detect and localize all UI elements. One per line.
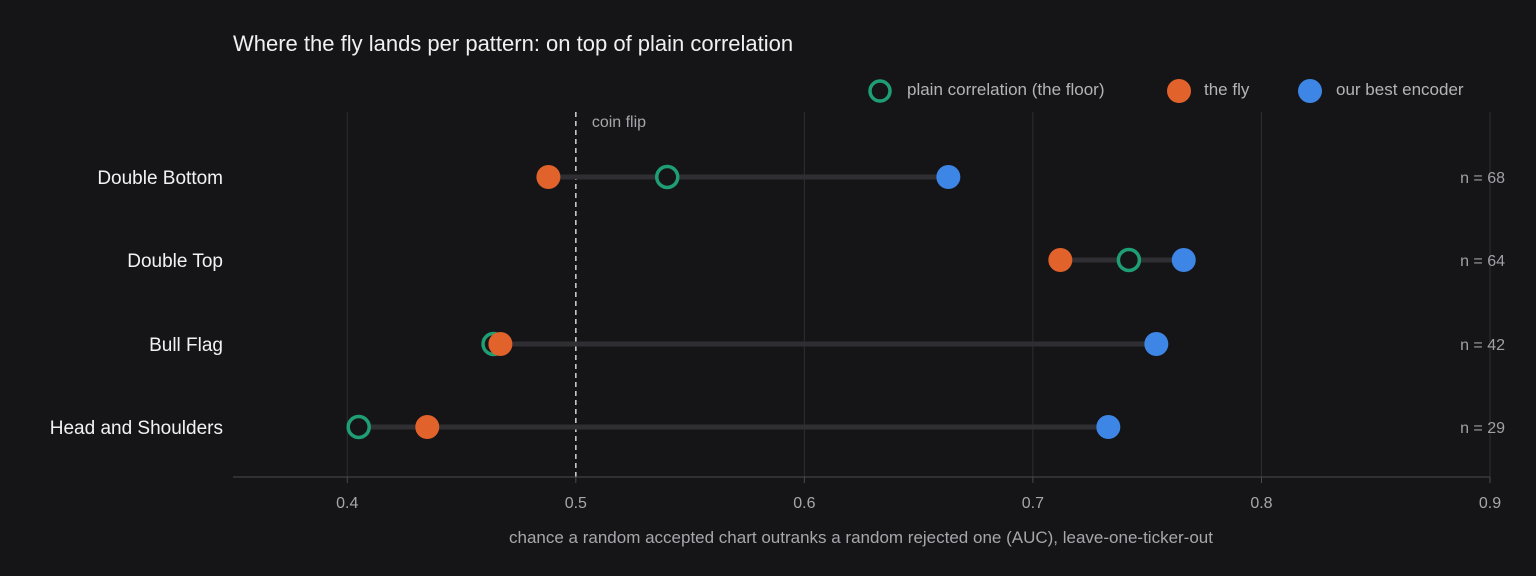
- legend-item: plain correlation (the floor): [868, 79, 1104, 103]
- dot-plain-correlation: [1116, 247, 1142, 273]
- dot-best-encoder: [1144, 332, 1169, 356]
- dot-the-fly: [536, 165, 561, 189]
- dot-best-encoder: [936, 165, 961, 189]
- legend-label: the fly: [1204, 80, 1250, 99]
- legend-swatch: [1167, 79, 1191, 103]
- x-tick-label: 0.7: [1022, 495, 1044, 512]
- reference-line-label: coin flip: [592, 114, 646, 131]
- dot-layer: [346, 164, 1196, 440]
- category-label: Double Bottom: [97, 168, 223, 189]
- grid-layer: [346, 112, 1491, 477]
- category-label-layer: Double Bottom n = 68 Double Top n = 64 Bull …: [50, 168, 1505, 439]
- x-tick-label: 0.4: [336, 495, 358, 512]
- x-tick-label: 0.8: [1250, 495, 1272, 512]
- legend: plain correlation (the floor) the fly our …: [868, 79, 1464, 103]
- dot-best-encoder: [1171, 248, 1196, 272]
- legend-swatch: [868, 79, 892, 103]
- legend-label: plain correlation (the floor): [907, 80, 1104, 99]
- x-tick-label: 0.5: [565, 495, 587, 512]
- dot-the-fly: [1048, 248, 1073, 272]
- sample-size-label: n = 64: [1460, 253, 1505, 270]
- dot-plain-correlation: [654, 164, 680, 190]
- range-bar-layer: [356, 174, 1187, 430]
- x-axis: 0.4 0.5 0.6 0.7 0.8 0.9: [233, 476, 1501, 512]
- legend-item: the fly: [1167, 79, 1250, 103]
- category-label: Head and Shoulders: [50, 418, 223, 439]
- legend-label: our best encoder: [1336, 80, 1464, 99]
- category-label: Bull Flag: [149, 335, 223, 356]
- sample-size-label: n = 68: [1460, 170, 1505, 187]
- dot-best-encoder: [1096, 415, 1121, 439]
- x-tick-label: 0.9: [1479, 495, 1501, 512]
- sample-size-label: n = 29: [1460, 420, 1505, 437]
- reference-layer: coin flip: [575, 112, 646, 477]
- dot-the-fly: [415, 415, 440, 439]
- dot-the-fly: [488, 332, 513, 356]
- sample-size-label: n = 42: [1460, 337, 1505, 354]
- legend-swatch: [1298, 79, 1322, 103]
- chart-title: Where the fly lands per pattern: on top …: [233, 31, 793, 56]
- legend-item: our best encoder: [1298, 79, 1464, 103]
- x-tick-label: 0.6: [793, 495, 815, 512]
- category-label: Double Top: [127, 251, 223, 272]
- dot-plain-correlation: [346, 414, 371, 440]
- x-axis-label: chance a random accepted chart outranks …: [509, 528, 1213, 547]
